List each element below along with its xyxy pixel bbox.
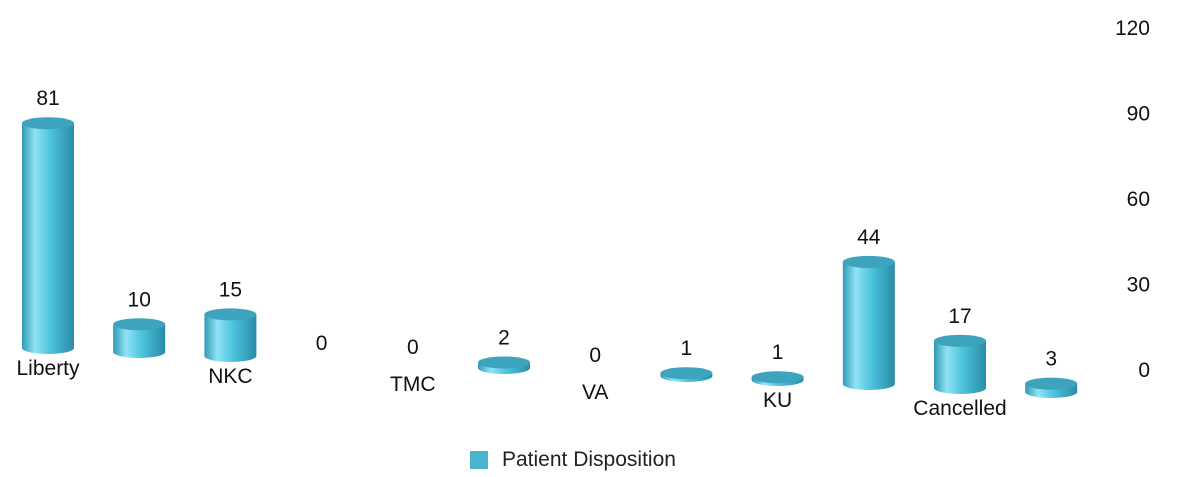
data-labels: 81 10 15 0 0 2 0 1 1 44 17 3 [36, 87, 1057, 370]
bar-top [204, 308, 257, 321]
data-label: 15 [219, 278, 242, 301]
data-label: 17 [948, 305, 971, 328]
data-label: 0 [407, 336, 419, 359]
data-label: 1 [681, 337, 693, 360]
bar-top [478, 356, 530, 369]
category-label: TMC [390, 373, 436, 396]
bar-10 [842, 255, 895, 390]
category-label: Liberty [16, 357, 80, 380]
bar-body [934, 340, 986, 394]
y-tick-label: 0 [1138, 359, 1150, 382]
bar-9 [751, 371, 804, 386]
bar-top [1025, 377, 1078, 390]
data-label: 1 [772, 341, 784, 364]
category-label: NKC [208, 365, 252, 388]
legend: Patient Disposition [470, 446, 676, 474]
bar-11 [934, 334, 986, 394]
bar-top [934, 334, 986, 347]
data-label: 0 [589, 344, 601, 367]
data-label: 3 [1045, 348, 1057, 371]
data-label: 81 [36, 87, 59, 110]
bar-2 [113, 318, 166, 358]
category-label: VA [582, 381, 608, 404]
category-label: KU [763, 389, 792, 412]
bar-top [22, 117, 74, 130]
bar-top [660, 367, 713, 380]
legend-label: Patient Disposition [502, 448, 676, 471]
bar-body [113, 324, 166, 358]
y-axis: 120 90 60 30 0 [1115, 17, 1150, 382]
bar-top [751, 371, 804, 384]
bar-3 [204, 308, 257, 362]
bar-top [842, 255, 895, 268]
y-tick-label: 120 [1115, 17, 1150, 40]
category-labels: Liberty NKC TMC VA KU Cancelled [16, 357, 1006, 420]
data-label: 10 [128, 288, 151, 311]
legend-swatch [470, 451, 488, 469]
category-label: Cancelled [913, 397, 1006, 420]
data-label: 0 [316, 332, 328, 355]
bar-12 [1025, 377, 1078, 398]
bar-1 [22, 117, 74, 354]
bar-group [22, 117, 1078, 398]
data-label: 2 [498, 326, 510, 349]
bar-8 [660, 367, 713, 382]
bar-body [842, 261, 895, 390]
bar-top [113, 318, 166, 331]
y-tick-label: 60 [1127, 188, 1150, 211]
bar-body [22, 123, 74, 354]
data-label: 44 [857, 226, 881, 249]
bar-body [204, 314, 257, 362]
bar-6 [478, 356, 530, 374]
y-tick-label: 90 [1127, 103, 1150, 126]
y-tick-label: 30 [1127, 274, 1150, 297]
